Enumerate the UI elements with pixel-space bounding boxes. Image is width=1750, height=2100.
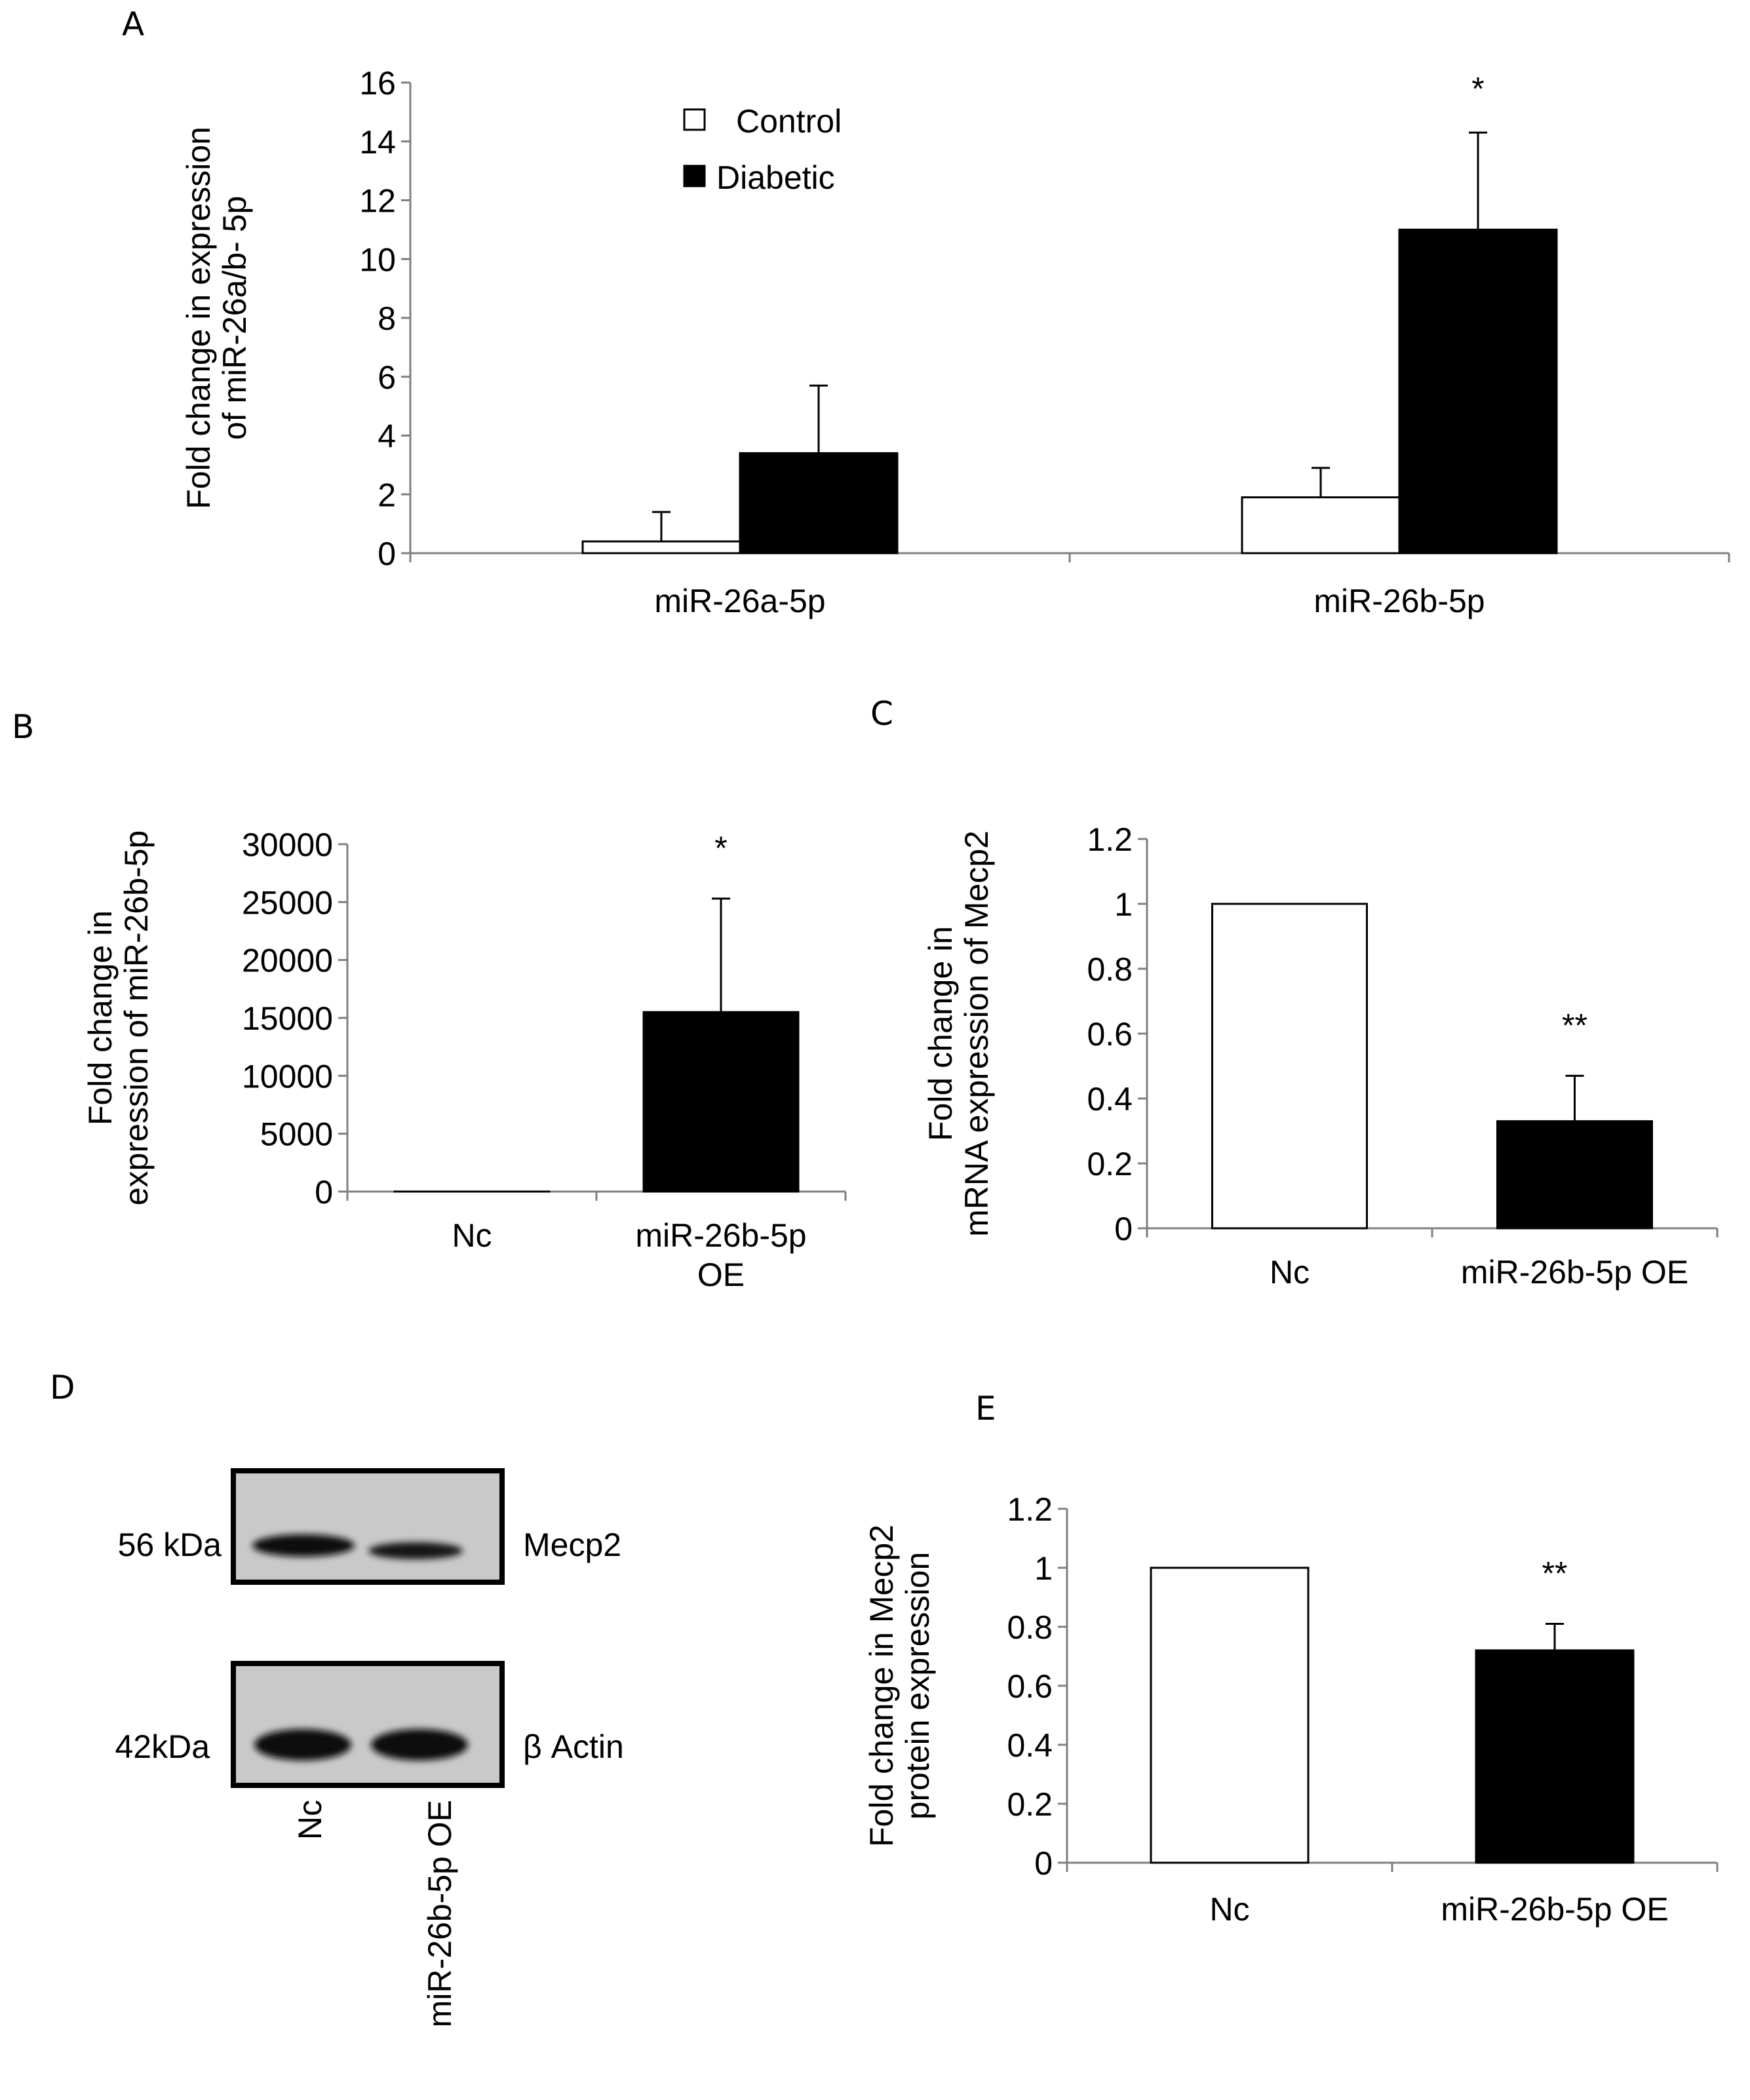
- y-tick-label: 0.2: [1007, 1786, 1053, 1823]
- x-tick-label: Nc: [452, 1217, 492, 1254]
- chart-e: 0 0.2 0.4 0.6 0.8 1 1.2 Fold change in Mecp2 pro…: [863, 1491, 1719, 1928]
- y-tick-label: 1.2: [1087, 821, 1133, 858]
- y-tick-label: 20000: [242, 943, 333, 979]
- y-tick-label: 1: [1114, 886, 1133, 923]
- y-axis-label: expression of miR-26b-5p: [118, 830, 155, 1206]
- bar-nc: [1150, 1566, 1310, 1864]
- blot-lane-nc: Nc: [292, 1800, 328, 1840]
- legend-swatch-control: [683, 108, 706, 131]
- y-tick-label: 0.6: [1087, 1016, 1133, 1053]
- y-tick-label: 10: [359, 241, 396, 278]
- bar-oe: [1475, 1649, 1635, 1864]
- blot-protein-actin: β Actin: [523, 1728, 624, 1765]
- y-tick-label: 15000: [242, 1000, 333, 1037]
- bar-diabetic: [739, 452, 899, 554]
- bar-nc: [1211, 903, 1368, 1230]
- bar-oe: [1496, 1120, 1653, 1230]
- y-tick-label: 30000: [242, 826, 333, 863]
- blot-box-actin: [231, 1661, 505, 1788]
- y-tick-label: 25000: [242, 884, 333, 921]
- y-tick-label: 0.6: [1007, 1668, 1053, 1705]
- y-axis-label: mRNA expression of Mecp2: [958, 830, 995, 1237]
- legend-swatch-diabetic: [683, 165, 706, 187]
- bar-oe: [642, 1011, 800, 1193]
- y-tick-label: 0.8: [1007, 1609, 1053, 1646]
- significance-marker: *: [1471, 70, 1484, 107]
- y-tick-label: 0: [378, 535, 396, 572]
- band-mecp2-oe: [368, 1542, 463, 1559]
- y-tick-label: 16: [359, 65, 396, 102]
- y-axis-label: Fold change in Mecp2: [863, 1525, 900, 1847]
- x-tick-label: miR-26b-5p OE: [1461, 1254, 1688, 1291]
- panel-letter-a: A: [122, 5, 145, 43]
- chart-b: 0 5000 10000 15000 20000 25000 30000 Fold chang…: [82, 826, 847, 1293]
- y-tick-label: 12: [359, 183, 396, 220]
- x-tick-label: miR-26b-5p: [635, 1217, 806, 1254]
- y-tick-label: 0.4: [1007, 1727, 1053, 1764]
- y-tick-label: 0: [1034, 1845, 1053, 1882]
- y-axis-label: protein expression: [899, 1552, 936, 1820]
- chart-c: 0 0.2 0.4 0.6 0.8 1 1.2 Fold change in mRNA expr…: [922, 821, 1719, 1291]
- blot-protein-mecp2: Mecp2: [523, 1526, 621, 1563]
- y-tick-label: 0.2: [1087, 1146, 1133, 1182]
- x-tick-label: Nc: [1270, 1254, 1310, 1291]
- y-tick-label: 0.8: [1087, 951, 1133, 988]
- band-actin-nc: [254, 1729, 351, 1760]
- y-tick-label: 10000: [242, 1058, 333, 1095]
- panel-letter-e: E: [975, 1390, 996, 1428]
- legend-label-control: Control: [736, 103, 842, 140]
- y-tick-label: 0: [1114, 1211, 1133, 1247]
- legend-label-diabetic: Diabetic: [716, 159, 835, 196]
- x-tick-label: miR-26b-5p OE: [1441, 1891, 1668, 1928]
- panel-letter-c: C: [870, 695, 893, 733]
- x-tick-label: OE: [697, 1256, 745, 1293]
- band-mecp2-nc: [252, 1534, 355, 1557]
- y-axis-label: of miR-26a/b- 5p: [216, 196, 253, 440]
- blot-weight-mecp2: 56 kDa: [118, 1526, 222, 1563]
- y-axis-label: Fold change in: [922, 926, 959, 1141]
- y-tick-label: 1: [1034, 1550, 1053, 1587]
- bar-diabetic: [1398, 228, 1558, 554]
- y-tick-label: 14: [359, 124, 396, 161]
- y-tick-label: 0.4: [1087, 1081, 1133, 1118]
- y-axis-label: Fold change in expression: [180, 126, 217, 509]
- bar-control: [1241, 496, 1401, 554]
- blot-box-mecp2: [231, 1468, 505, 1585]
- y-axis-label: Fold change in: [82, 910, 119, 1125]
- panel-letter-b: B: [12, 708, 35, 746]
- y-tick-label: 6: [378, 359, 396, 396]
- y-tick-label: 0: [315, 1174, 333, 1211]
- y-tick-label: 4: [378, 418, 396, 455]
- x-tick-label: miR-26a-5p: [654, 583, 825, 619]
- significance-marker: **: [1542, 1555, 1568, 1592]
- chart-a: 0 2 4 6 8 10 12 14 16 Fold change in expression of…: [180, 65, 1730, 619]
- y-tick-label: 2: [378, 476, 396, 513]
- x-tick-label: Nc: [1209, 1891, 1249, 1928]
- y-tick-label: 1.2: [1007, 1491, 1053, 1528]
- x-tick-label: miR-26b-5p: [1313, 583, 1485, 619]
- y-tick-label: 8: [378, 300, 396, 337]
- blot-lane-oe: miR-26b-5p OE: [421, 1800, 458, 2027]
- blot-weight-actin: 42kDa: [115, 1728, 210, 1765]
- significance-marker: *: [714, 830, 727, 866]
- significance-marker: **: [1562, 1007, 1587, 1043]
- western-blot: 56 kDa Mecp2 42kDa β Actin Nc miR-26b-5p…: [115, 1468, 624, 2027]
- y-tick-label: 5000: [260, 1116, 333, 1153]
- band-actin-oe: [371, 1729, 468, 1760]
- panel-letter-d: D: [50, 1369, 75, 1407]
